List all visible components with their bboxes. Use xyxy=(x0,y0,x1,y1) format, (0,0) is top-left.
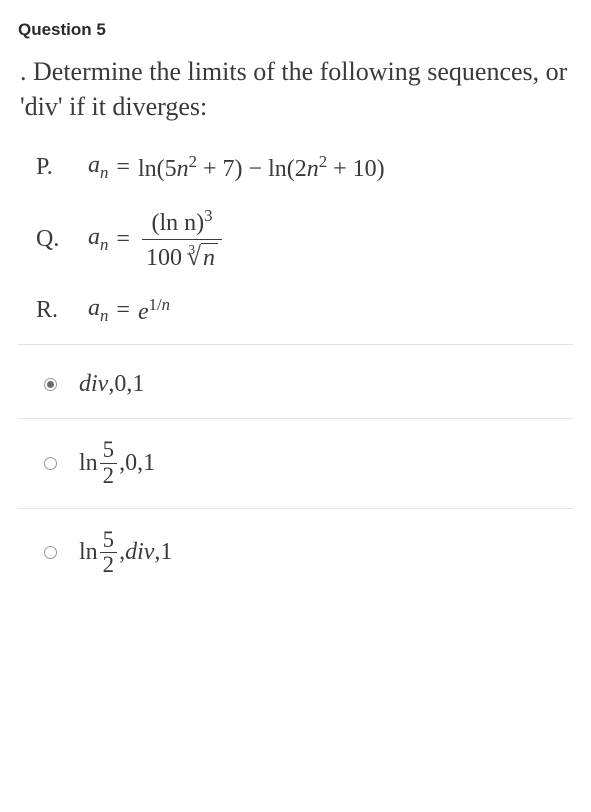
sequence-rhs: e1/n xyxy=(138,295,170,326)
sequence-list: P. an = ln(5n2 + 7) − ln(2n2 + 10) Q. an… xyxy=(18,152,573,326)
prompt-prefix: . xyxy=(20,57,27,86)
opt-val: 0 xyxy=(125,450,137,477)
equals: = xyxy=(116,297,130,324)
lhs-var: a xyxy=(88,295,100,321)
sequence-rhs: ln(5n2 + 7) − ln(2n2 + 10) xyxy=(138,152,385,183)
radio-icon xyxy=(44,457,57,470)
opt-val: 1 xyxy=(143,450,155,477)
sequence-p: P. an = ln(5n2 + 7) − ln(2n2 + 10) xyxy=(36,152,573,183)
equals: = xyxy=(116,226,130,253)
lhs-sub: n xyxy=(100,306,108,325)
opt-pre: ln xyxy=(79,539,98,566)
radio-icon xyxy=(44,546,57,559)
answer-option-1[interactable]: div, 0, 1 xyxy=(18,351,573,419)
root-degree: 3 xyxy=(189,242,196,257)
opt-val: div xyxy=(125,539,154,566)
lhs-sub: n xyxy=(100,163,108,182)
lhs-var: a xyxy=(88,152,100,178)
sequence-r: R. an = e1/n xyxy=(36,295,573,326)
opt-val: div xyxy=(79,371,108,398)
option-text: ln 5 2 , 0, 1 xyxy=(79,439,155,488)
fraction: 5 2 xyxy=(100,529,117,578)
den-coef: 100 xyxy=(146,245,182,271)
opt-val: 1 xyxy=(132,371,144,398)
prompt-text: Determine the limits of the following se… xyxy=(20,57,567,121)
denominator: 1003√n xyxy=(142,239,222,271)
root: 3√n xyxy=(182,242,218,271)
sequence-lhs: an xyxy=(88,295,108,326)
option-text: ln 5 2 , div, 1 xyxy=(79,529,172,578)
question-header: Question 5 xyxy=(18,20,573,40)
rhs-base: e xyxy=(138,299,149,325)
opt-val: 0 xyxy=(114,371,126,398)
equals: = xyxy=(116,154,130,181)
fraction: (ln n)3 1003√n xyxy=(142,207,222,271)
radicand: n xyxy=(201,243,218,271)
numerator: (ln n)3 xyxy=(147,207,216,238)
num-exp: 3 xyxy=(204,206,212,225)
frac-num: 5 xyxy=(100,439,117,463)
answer-option-2[interactable]: ln 5 2 , 0, 1 xyxy=(18,419,573,509)
sequence-lhs: an xyxy=(88,224,108,255)
sequence-label: Q. xyxy=(36,226,88,253)
sequence-q: Q. an = (ln n)3 1003√n xyxy=(36,207,573,271)
rhs-exp: 1/n xyxy=(149,295,170,314)
lhs-sub: n xyxy=(100,234,108,253)
answer-option-3[interactable]: ln 5 2 , div, 1 xyxy=(18,509,573,598)
frac-num: 5 xyxy=(100,529,117,553)
sequence-label: R. xyxy=(36,297,88,324)
frac-den: 2 xyxy=(100,463,117,488)
fraction: 5 2 xyxy=(100,439,117,488)
radio-icon xyxy=(44,378,57,391)
frac-den: 2 xyxy=(100,552,117,577)
option-text: div, 0, 1 xyxy=(79,371,144,398)
opt-val: 1 xyxy=(160,539,172,566)
sequence-lhs: an xyxy=(88,152,108,183)
sequence-label: P. xyxy=(36,154,88,181)
question-prompt: . Determine the limits of the following … xyxy=(18,54,573,124)
num-base: (ln n) xyxy=(151,210,204,236)
divider xyxy=(18,344,573,345)
lhs-var: a xyxy=(88,224,100,250)
answer-options: div, 0, 1 ln 5 2 , 0, 1 ln 5 2 , div, 1 xyxy=(18,351,573,597)
opt-pre: ln xyxy=(79,450,98,477)
